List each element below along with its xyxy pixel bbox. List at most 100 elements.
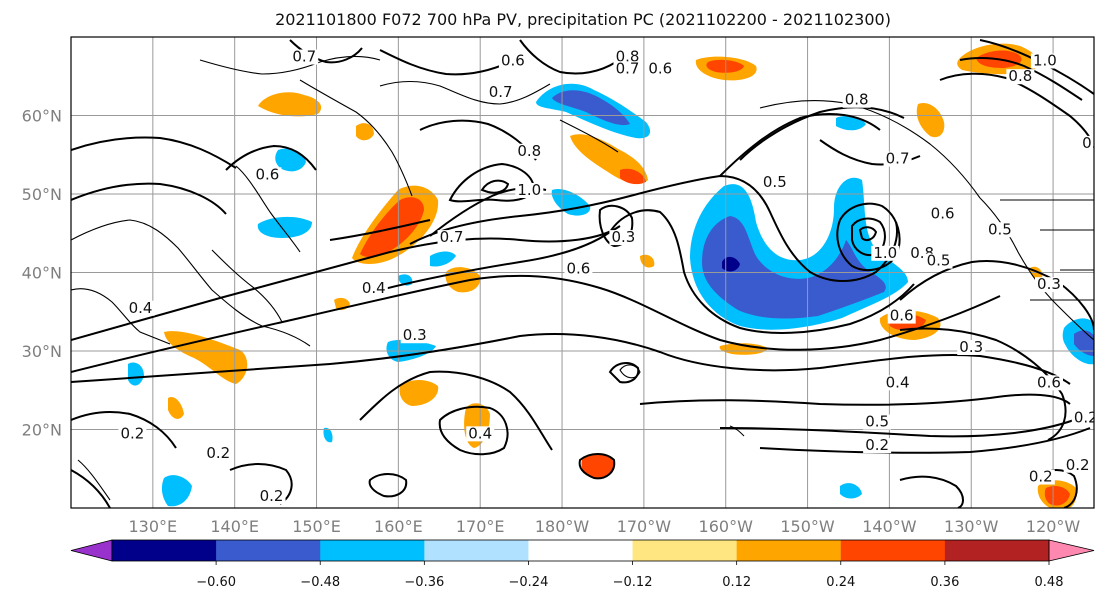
contour-label-bg bbox=[842, 92, 871, 108]
pv-contour bbox=[229, 463, 293, 505]
pv-contour bbox=[379, 49, 515, 76]
contour-label: 1.0 bbox=[873, 244, 897, 262]
coastline bbox=[729, 425, 745, 437]
lon-tick-label: 150°W bbox=[780, 517, 835, 536]
lon-tick-label: 170°W bbox=[617, 517, 672, 536]
contour-label-bg bbox=[613, 49, 642, 65]
contour-label-bg bbox=[985, 222, 1014, 238]
pv-contour bbox=[959, 57, 1083, 101]
pv-contour bbox=[519, 39, 617, 75]
contour-label-bg bbox=[290, 49, 319, 65]
contour-label-bg bbox=[437, 230, 466, 246]
contour-label-bg bbox=[466, 426, 495, 442]
pv-contour bbox=[858, 226, 878, 241]
contour-label: 0.7 bbox=[616, 59, 640, 77]
contour-label: 0.3 bbox=[403, 326, 427, 344]
contour-label: 0.8 bbox=[517, 142, 541, 160]
contour-label-bg bbox=[564, 261, 593, 277]
contour-label: 0.6 bbox=[648, 59, 672, 77]
contour-label-bg bbox=[486, 84, 515, 100]
pv-contour bbox=[289, 39, 363, 64]
contour-label: 0.2 bbox=[260, 487, 284, 505]
colorbar-frame bbox=[111, 539, 1050, 562]
precip-blob bbox=[275, 148, 306, 172]
colorbar: −0.60 −0.48 −0.36 −0.24 −0.12 0.12 0.24 0.36 0.4… bbox=[70, 539, 1095, 590]
pv-contour-labels: 0.7 0.6 0.80.7 0.60.7 0.81.00.80.50.60.81.00… bbox=[118, 48, 1105, 505]
precip-blob bbox=[430, 251, 456, 267]
colorbar-tick-label: 0.36 bbox=[930, 575, 959, 590]
pv-contour bbox=[899, 475, 964, 508]
pv-contour bbox=[899, 260, 1094, 331]
pv-contour bbox=[409, 174, 898, 282]
lat-tick-label: 60°N bbox=[22, 107, 62, 126]
pv-contour bbox=[639, 393, 1071, 406]
contour-label: 0.5 bbox=[763, 173, 787, 191]
contour-label-bg bbox=[1063, 457, 1092, 473]
precip-blob bbox=[1044, 486, 1070, 506]
contour-label: 0.6 bbox=[1037, 373, 1061, 391]
contour-label-bg bbox=[515, 183, 544, 198]
contour-label-bg bbox=[609, 230, 638, 246]
pv-contour bbox=[71, 469, 111, 508]
pv-contour bbox=[578, 453, 616, 480]
contour-label: 0.4 bbox=[129, 299, 153, 317]
colorbar-segment bbox=[632, 540, 738, 561]
contour-label: 0.8 bbox=[616, 48, 640, 66]
precip-blob bbox=[840, 483, 862, 499]
pv-contour bbox=[71, 333, 1071, 385]
colorbar-segment bbox=[944, 540, 1050, 561]
lon-tick-label: 120°W bbox=[1026, 517, 1081, 536]
contour-label: 0.8 bbox=[845, 91, 869, 109]
contour-label-bg bbox=[646, 61, 675, 77]
contour-label-bg bbox=[863, 414, 892, 430]
precip-shading bbox=[128, 43, 1094, 508]
contour-label: 0.6 bbox=[890, 307, 914, 325]
precip-blob bbox=[706, 59, 744, 73]
contour-label-bg bbox=[871, 245, 900, 261]
contour-label: 0.6 bbox=[255, 165, 279, 183]
colorbar-tick-label: −0.24 bbox=[509, 575, 549, 590]
coastline bbox=[379, 80, 551, 105]
contour-label: 0.4 bbox=[886, 373, 910, 391]
lon-tick-label: 160°W bbox=[699, 517, 754, 536]
contour-label-bg bbox=[760, 175, 789, 191]
pv-contour bbox=[379, 209, 915, 334]
coastline bbox=[71, 219, 311, 347]
colorbar-tick-label: −0.60 bbox=[196, 575, 236, 590]
latitude-axis: 20°N 30°N 40°N 50°N 60°N bbox=[22, 107, 62, 440]
pv-contour bbox=[480, 179, 510, 194]
contour-label: 0.2 bbox=[120, 424, 144, 442]
precip-blob bbox=[356, 123, 374, 141]
contour-label: 0.5 bbox=[1082, 134, 1105, 152]
contour-label-bg bbox=[1006, 69, 1035, 85]
colorbar-segment bbox=[424, 540, 529, 561]
colorbar-tick-label: 0.12 bbox=[722, 575, 751, 590]
coastline bbox=[199, 55, 381, 75]
contour-label-bg bbox=[613, 61, 642, 77]
lon-tick-label: 140°W bbox=[862, 517, 917, 536]
precip-blob bbox=[551, 188, 591, 216]
contour-label: 0.6 bbox=[931, 205, 955, 223]
contour-label-bg bbox=[1030, 53, 1059, 69]
pv-contour bbox=[899, 327, 1067, 441]
precip-blob bbox=[258, 92, 322, 117]
pv-contour bbox=[71, 182, 227, 215]
coastline bbox=[77, 459, 111, 501]
precip-blob bbox=[552, 90, 630, 126]
colorbar-tick-label: −0.36 bbox=[404, 575, 444, 590]
contour-label: 0.7 bbox=[440, 228, 464, 246]
coastline bbox=[559, 119, 619, 153]
precip-blob bbox=[257, 216, 312, 238]
precip-blob bbox=[399, 380, 439, 406]
contour-label: 0.6 bbox=[501, 51, 525, 69]
contour-label-bg bbox=[1034, 375, 1063, 391]
precip-blob bbox=[1074, 330, 1094, 356]
colorbar-segment bbox=[320, 540, 425, 561]
pv-contour bbox=[608, 362, 640, 384]
colorbar-extend-high bbox=[1048, 539, 1095, 562]
contour-label: 0.7 bbox=[292, 48, 316, 66]
chart-title: 2021101800 F072 700 hPa PV, precipitatio… bbox=[275, 10, 891, 29]
contour-label: 0.2 bbox=[1074, 409, 1098, 427]
contour-label: 0.4 bbox=[468, 424, 492, 442]
pv-contour bbox=[939, 72, 1094, 147]
